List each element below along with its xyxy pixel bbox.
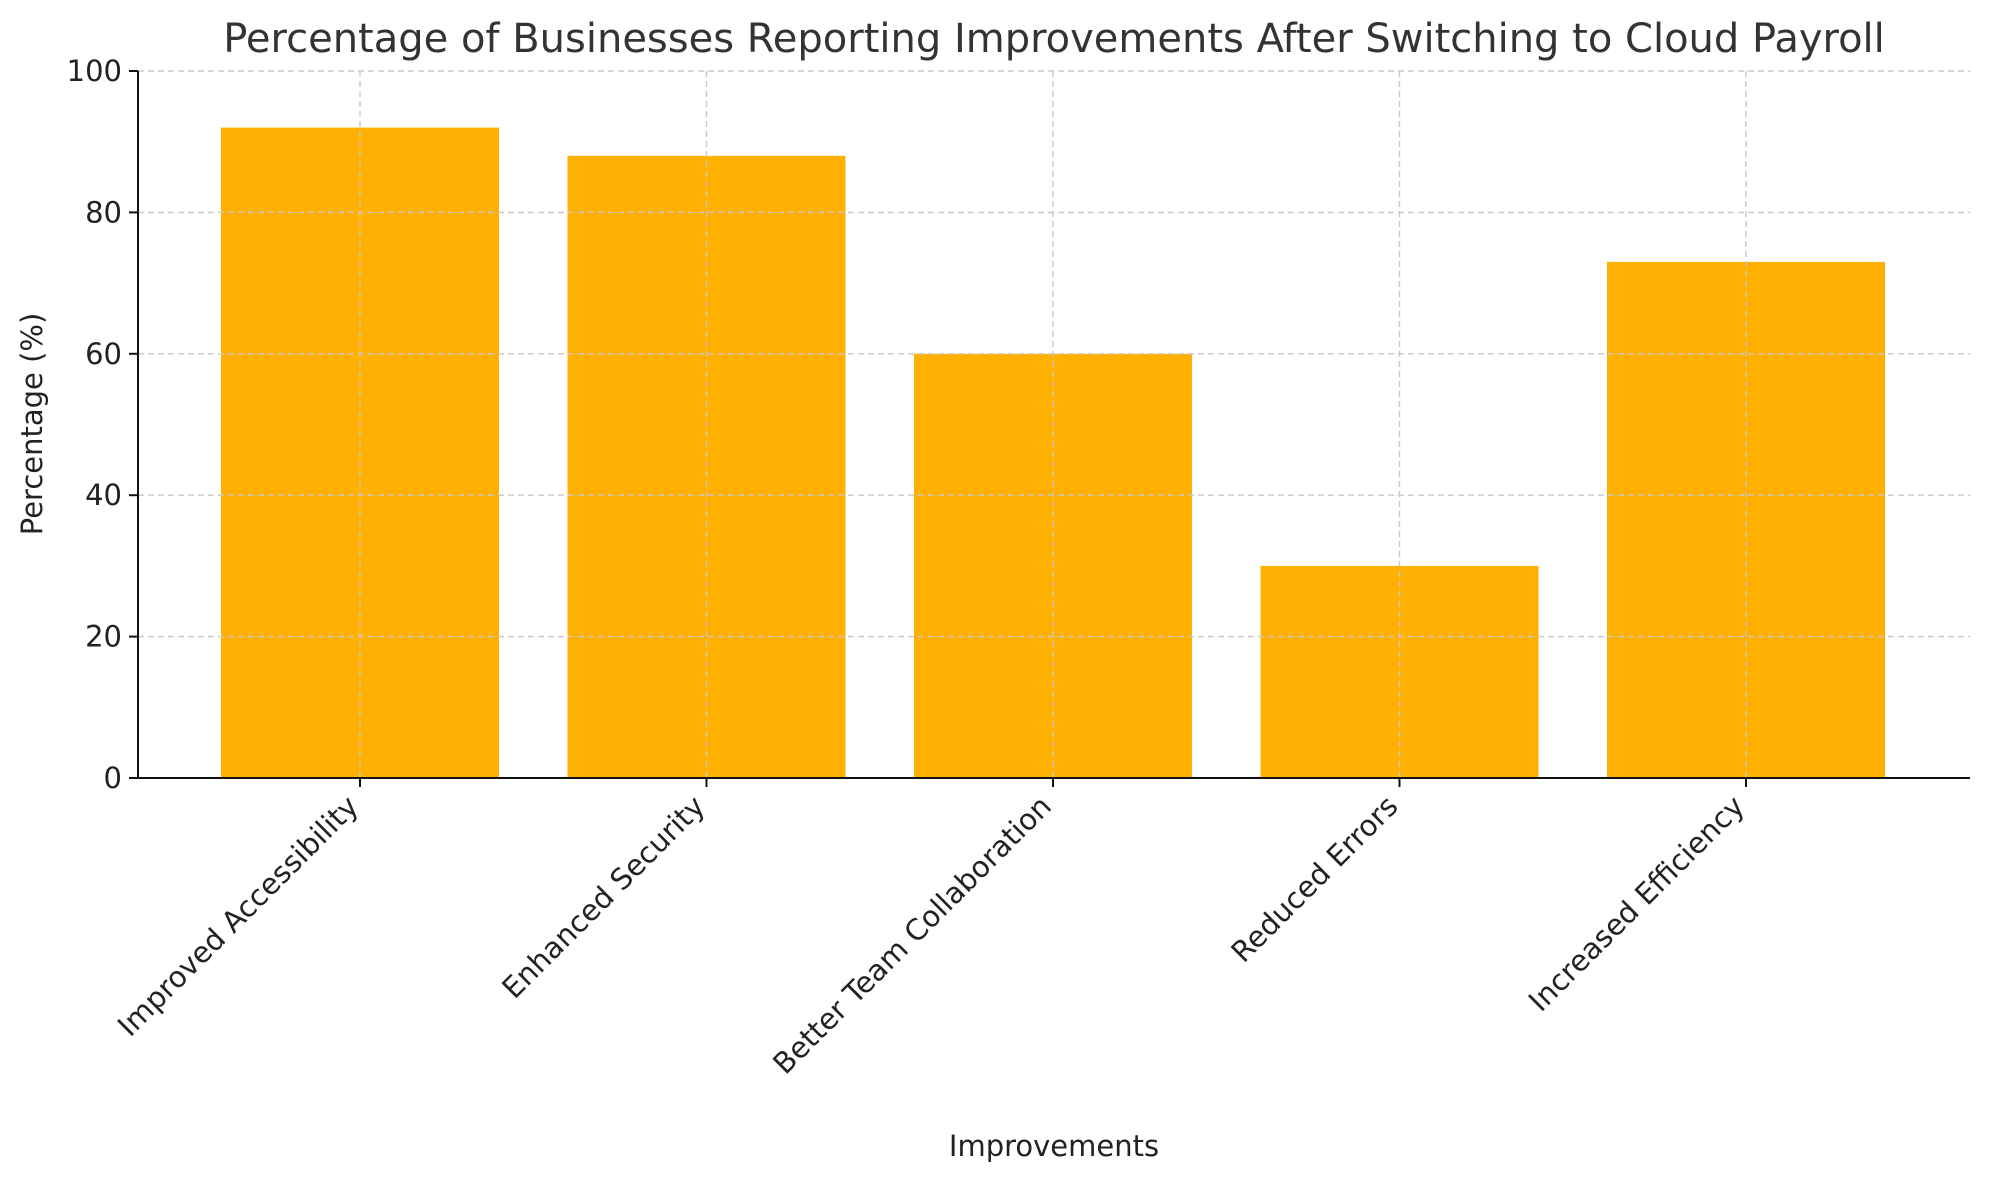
y-axis-label: Percentage (%) (15, 313, 49, 536)
x-tick-label: Reduced Errors (1224, 789, 1404, 969)
chart-title: Percentage of Businesses Reporting Impro… (223, 16, 1885, 62)
x-axis-label: Improvements (949, 1129, 1159, 1163)
x-tick-label: Enhanced Security (495, 789, 711, 1005)
y-tick-label: 0 (104, 761, 122, 795)
y-ticks: 0 20 40 60 80 100 (67, 54, 138, 795)
x-tick-label: Better Team Collaboration (766, 789, 1058, 1081)
y-tick-label: 100 (67, 54, 122, 88)
y-tick-label: 40 (85, 478, 122, 512)
y-tick-label: 60 (85, 337, 122, 371)
x-ticks: Improved Accessibility Enhanced Security B… (111, 778, 1751, 1081)
y-tick-label: 80 (85, 195, 122, 229)
bar (1607, 261, 1885, 778)
x-tick-label: Improved Accessibility (111, 789, 365, 1043)
x-tick-label: Increased Efficiency (1522, 789, 1751, 1018)
y-tick-label: 20 (85, 620, 122, 654)
